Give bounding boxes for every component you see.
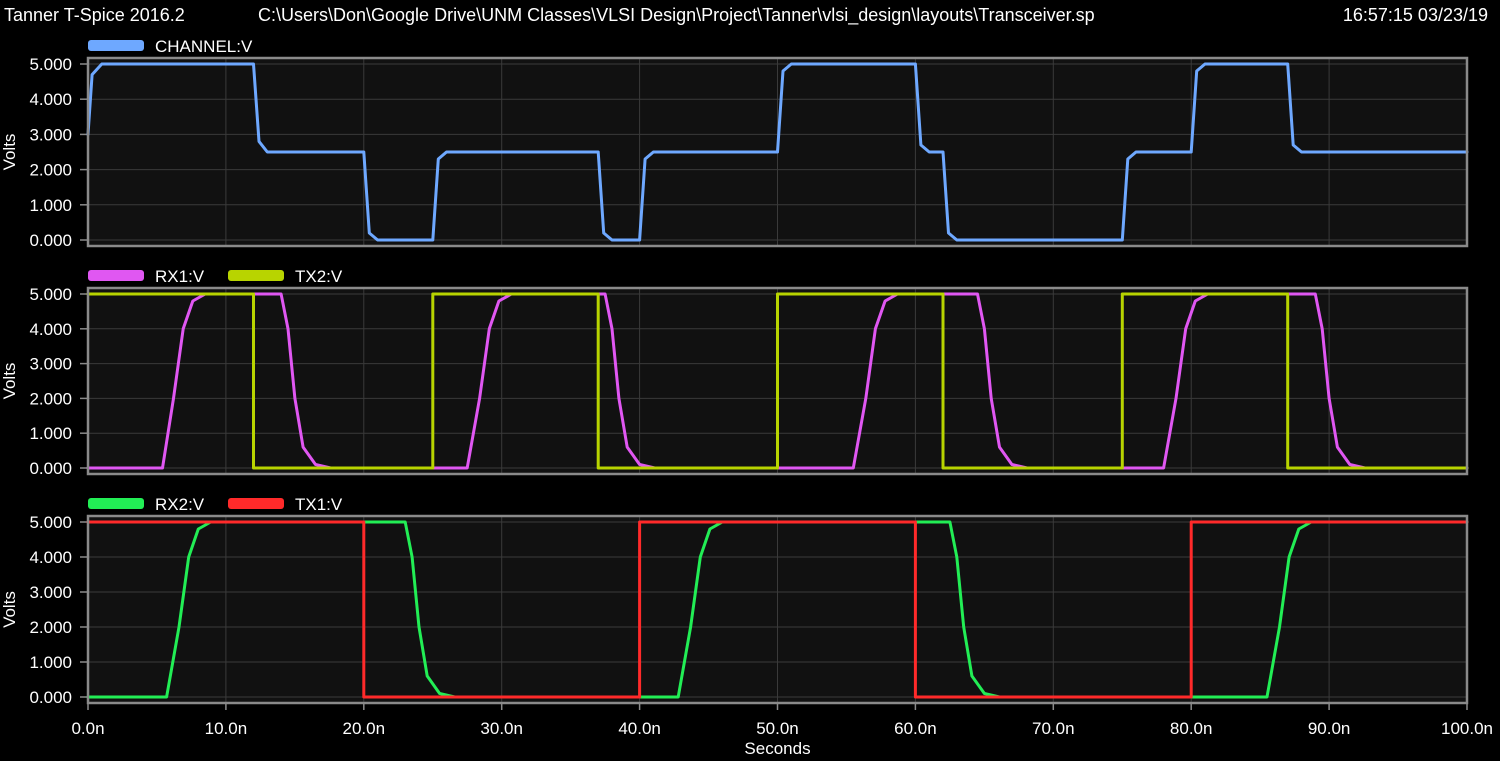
y-tick-label: 0.000 xyxy=(29,459,72,478)
app-title: Tanner T-Spice 2016.2 xyxy=(4,5,185,25)
legend-label: RX2:V xyxy=(155,495,205,514)
y-tick-label: 5.000 xyxy=(29,55,72,74)
y-tick-label: 5.000 xyxy=(29,285,72,304)
plot-frame xyxy=(86,286,1469,476)
x-tick-label: 20.0n xyxy=(343,719,386,738)
legend-swatch xyxy=(228,498,284,509)
y-tick-label: 5.000 xyxy=(29,513,72,532)
y-axis-label: Volts xyxy=(0,363,19,400)
x-tick-label: 40.0n xyxy=(618,719,661,738)
y-tick-label: 1.000 xyxy=(29,653,72,672)
legend-label: CHANNEL:V xyxy=(155,37,253,56)
y-tick-label: 3.000 xyxy=(29,125,72,144)
y-tick-label: 4.000 xyxy=(29,548,72,567)
x-tick-label: 50.0n xyxy=(756,719,799,738)
y-tick-label: 4.000 xyxy=(29,320,72,339)
y-axis-label: Volts xyxy=(0,134,19,171)
x-tick-label: 100.0n xyxy=(1441,719,1493,738)
series-line-tx1-v xyxy=(86,520,1469,699)
y-tick-label: 4.000 xyxy=(29,90,72,109)
x-tick-label: 80.0n xyxy=(1170,719,1213,738)
y-tick-label: 0.000 xyxy=(29,231,72,250)
x-tick-label: 70.0n xyxy=(1032,719,1075,738)
y-tick-label: 1.000 xyxy=(29,196,72,215)
legend-swatch xyxy=(88,498,144,509)
y-tick-label: 0.000 xyxy=(29,688,72,707)
legend-swatch xyxy=(88,40,144,51)
x-tick-label: 30.0n xyxy=(480,719,523,738)
y-tick-label: 2.000 xyxy=(29,161,72,180)
legend-label: TX2:V xyxy=(295,267,343,286)
y-tick-label: 3.000 xyxy=(29,583,72,602)
y-tick-label: 3.000 xyxy=(29,355,72,374)
y-tick-label: 1.000 xyxy=(29,424,72,443)
x-tick-label: 10.0n xyxy=(205,719,248,738)
x-tick-label: 90.0n xyxy=(1308,719,1351,738)
x-tick-label: 60.0n xyxy=(894,719,937,738)
x-axis-label: Seconds xyxy=(744,739,810,758)
plot-frame xyxy=(86,56,1469,248)
series-line-channel-v xyxy=(86,62,1469,242)
file-path: C:\Users\Don\Google Drive\UNM Classes\VL… xyxy=(258,5,1095,25)
series-line-tx2-v xyxy=(86,292,1469,470)
legend-swatch xyxy=(228,270,284,281)
x-tick-label: 0.0n xyxy=(71,719,104,738)
legend-swatch xyxy=(88,270,144,281)
y-tick-label: 2.000 xyxy=(29,389,72,408)
y-axis-label: Volts xyxy=(0,591,19,628)
legend-label: TX1:V xyxy=(295,495,343,514)
legend-label: RX1:V xyxy=(155,267,205,286)
timestamp: 16:57:15 03/23/19 xyxy=(1342,5,1488,25)
y-tick-label: 2.000 xyxy=(29,618,72,637)
